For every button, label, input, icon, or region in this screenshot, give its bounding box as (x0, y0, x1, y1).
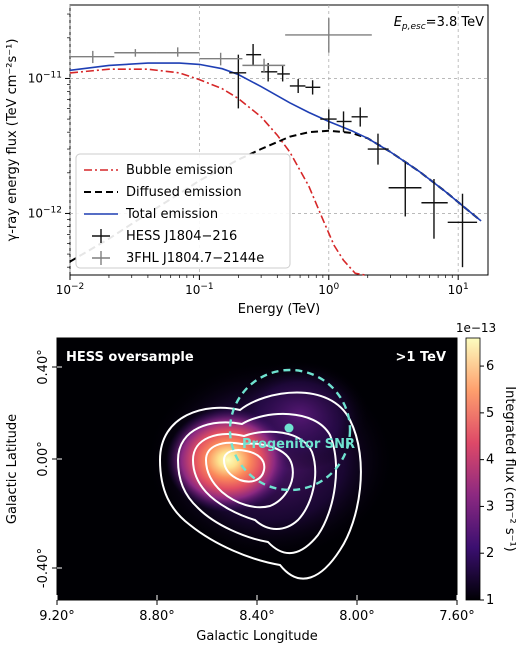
legend-item-0: Bubble emission (84, 163, 233, 178)
colorbar-offset: 1e−13 (456, 321, 496, 335)
colorbar-tick-label-1: 2 (486, 546, 494, 561)
sky-map: Progenitor SNR HESS oversample >1 TeV 9.… (5, 321, 517, 644)
legend-item-3: HESS J1804−216 (92, 229, 237, 244)
contour-3 (191, 430, 317, 530)
map-ytick-label-0: 0.40° (36, 349, 51, 384)
contour-4 (204, 441, 294, 509)
progenitor-snr-circle (228, 368, 352, 492)
sed-ytick-label-1: 10−11 (28, 70, 62, 85)
colorbar-tick-label-4: 5 (486, 406, 494, 421)
colorbar-ticks: 1 2 3 4 5 6 (480, 359, 494, 608)
legend-label: HESS J1804−216 (126, 229, 237, 244)
colorbar-tick-label-0: 1 (486, 593, 494, 608)
sed-ticks: 10−2 10−1 100 101 10−12 10−11 (28, 13, 469, 297)
legend-item-4: 3FHL J1804.7−2144e (92, 251, 264, 266)
sed-points-0 (229, 43, 478, 268)
sky-map-xlabel: Galactic Longitude (196, 629, 317, 644)
colorbar (465, 337, 481, 601)
contour-2 (176, 412, 337, 555)
contour-5 (222, 449, 266, 483)
sed-annotation: Ep,esc=3.8 TeV (394, 15, 484, 32)
sed-xtick-label-0: 10−2 (56, 282, 85, 297)
map-xtick-label-1: 8.80° (139, 609, 174, 624)
sed-points-1 (70, 18, 372, 73)
map-xtick-label-0: 9.20° (39, 609, 74, 624)
progenitor-snr-marker (284, 423, 294, 433)
map-xtick-label-3: 8.00° (339, 609, 374, 624)
colorbar-tick-label-5: 6 (486, 359, 494, 374)
sed-ylabel: γ-ray energy flux (TeV cm⁻²s⁻¹) (5, 39, 20, 242)
map-xtick-label-2: 8.40° (239, 609, 274, 624)
legend-label: Bubble emission (126, 163, 233, 178)
sed-series-bubble-emission (69, 68, 366, 276)
flux-contours (158, 391, 362, 580)
sky-map-title-right: >1 TeV (396, 350, 446, 365)
sed-xlabel: Energy (TeV) (238, 302, 320, 317)
sed-legend-box (75, 153, 291, 269)
sky-map-ylabel: Galactic Latitude (5, 414, 20, 524)
sky-map-yticks: 0.40° 0.00° -0.40° (36, 349, 62, 588)
colorbar-tick-label-3: 4 (486, 453, 494, 468)
legend-label: 3FHL J1804.7−2144e (126, 251, 264, 266)
map-xtick-label-4: 7.60° (439, 609, 474, 624)
colorbar-label: Integrated flux (cm⁻² s⁻¹) (502, 386, 517, 551)
colorbar-tick-label-2: 3 (486, 499, 494, 514)
sky-map-image (145, 360, 395, 580)
sed-xtick-label-1: 10−1 (185, 282, 214, 297)
contour-1 (158, 391, 362, 580)
legend-label: Diffused emission (126, 185, 242, 200)
map-ytick-label-2: -0.40° (36, 548, 51, 588)
sky-map-xticks: 9.20° 8.80° 8.40° 8.00° 7.60° (39, 595, 475, 624)
emission-hotspot (166, 408, 290, 512)
legend-item-1: Diffused emission (84, 185, 242, 200)
legend-item-2: Total emission (84, 207, 218, 222)
progenitor-snr-label: Progenitor SNR (242, 437, 355, 452)
sed-xtick-label-3: 101 (448, 282, 469, 297)
sed-xtick-label-2: 100 (318, 282, 339, 297)
sed-series-total-emission (69, 62, 482, 222)
sed-legend: Bubble emission Diffused emission Total em… (75, 153, 291, 269)
legend-label: Total emission (125, 207, 218, 222)
sed-points (70, 18, 478, 268)
sed-ytick-label-0: 10−12 (28, 205, 62, 220)
sky-map-title-left: HESS oversample (66, 350, 194, 365)
map-ytick-label-1: 0.00° (36, 441, 51, 476)
